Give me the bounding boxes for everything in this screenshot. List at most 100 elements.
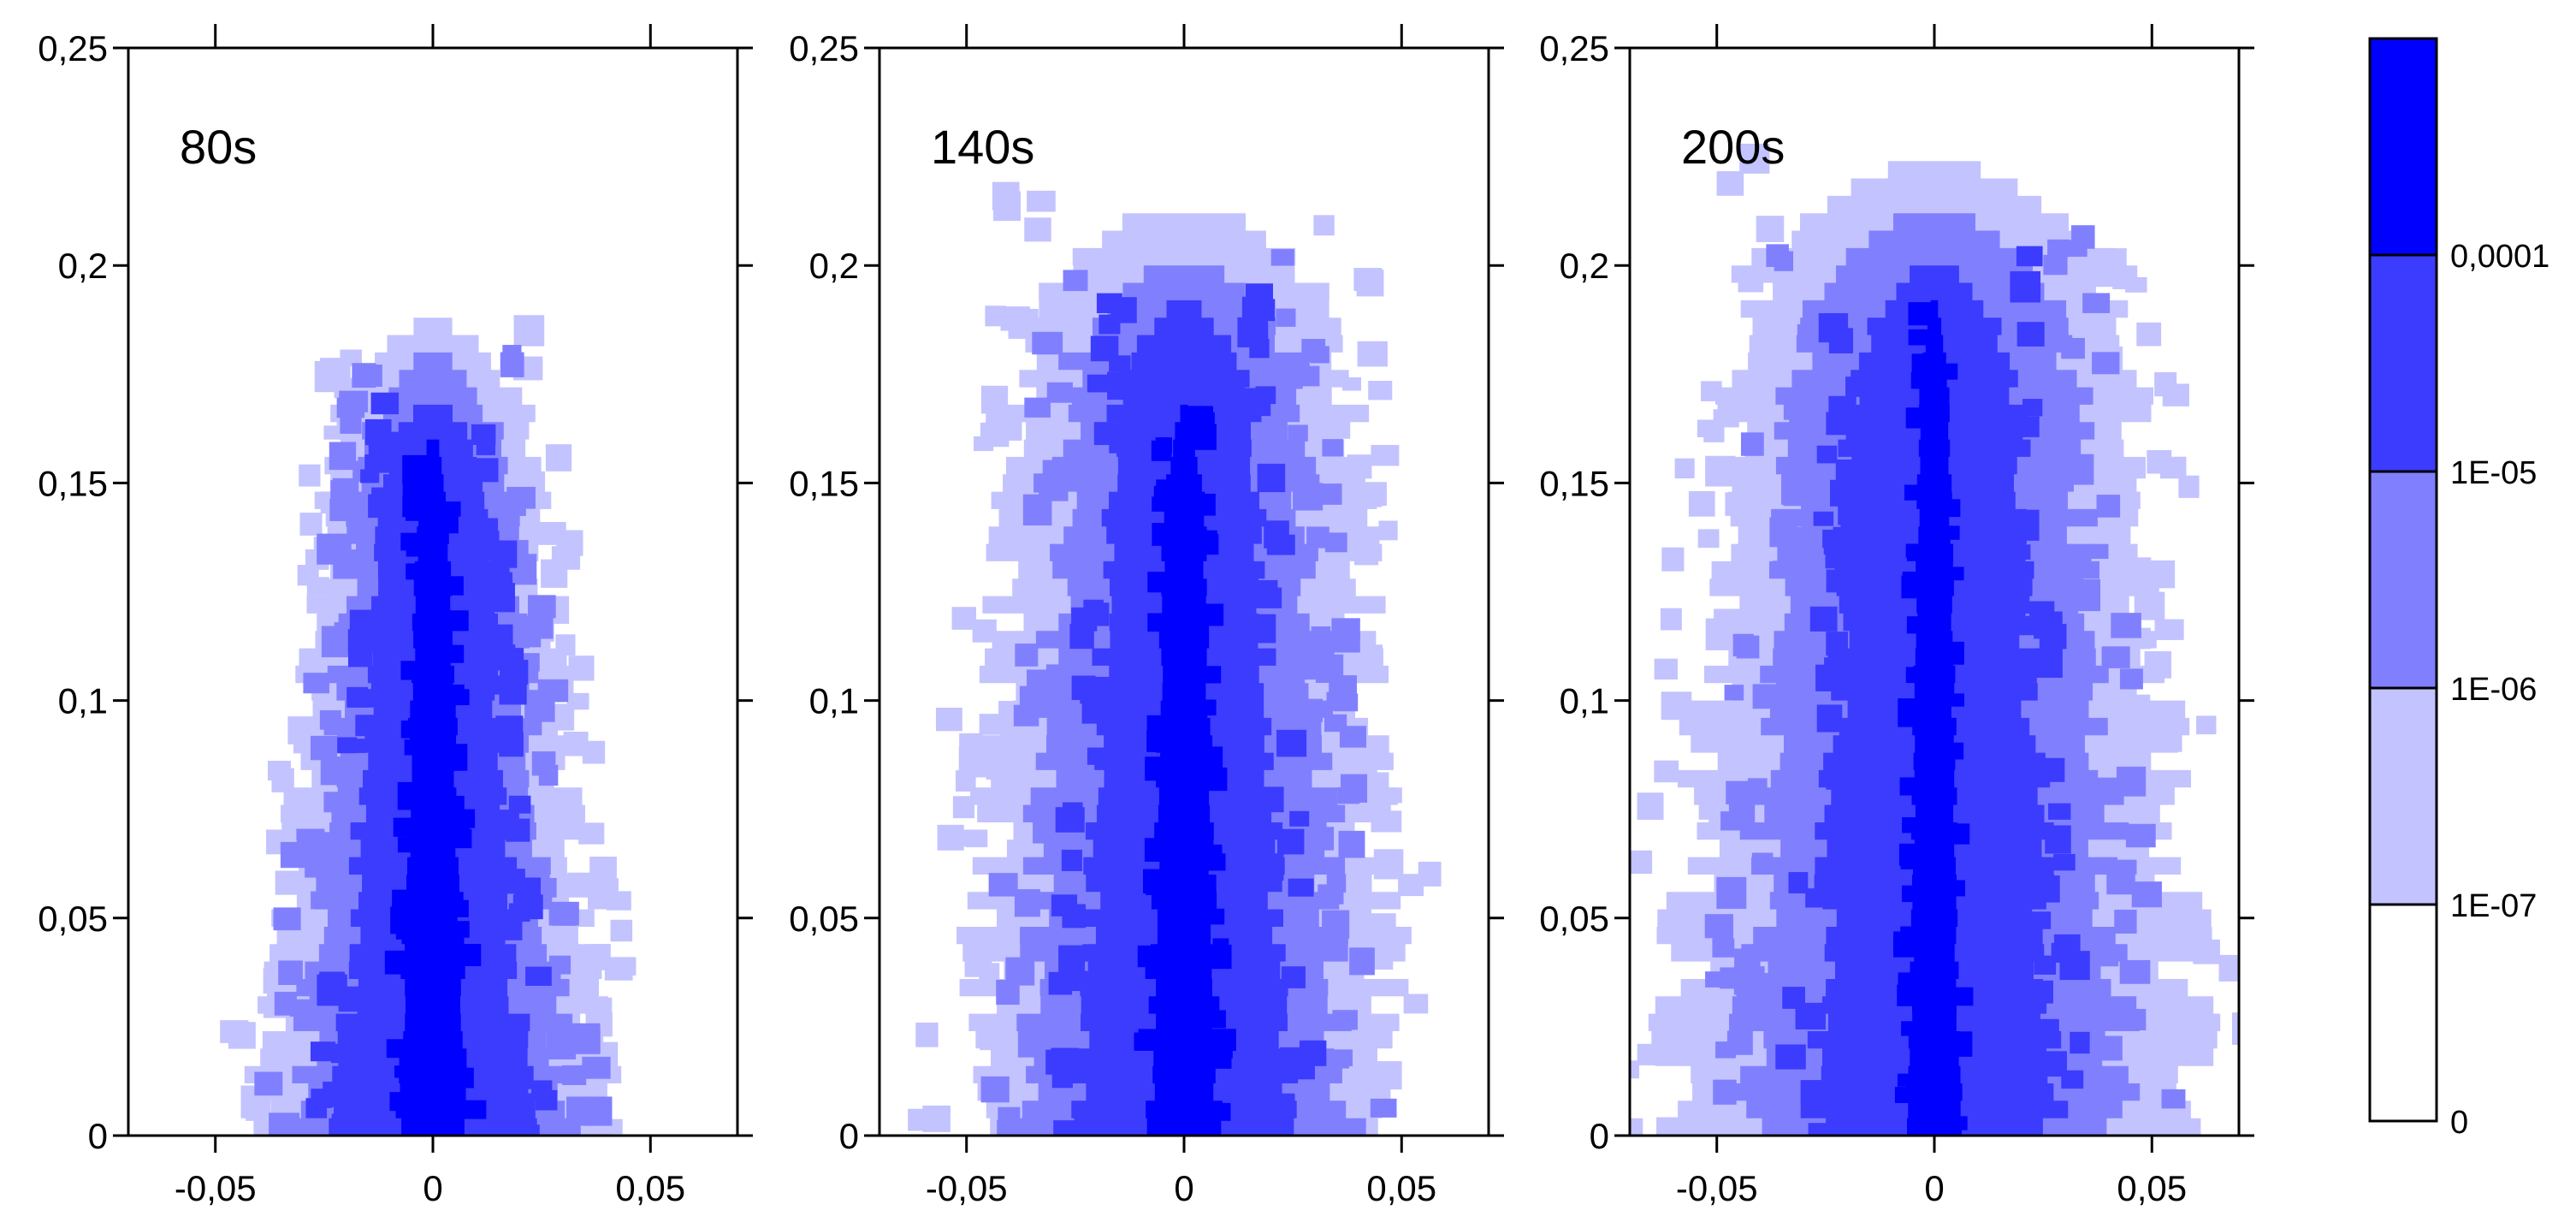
level-block: [2196, 715, 2217, 735]
level-block: [980, 1076, 1010, 1103]
level-block: [1356, 270, 1384, 297]
colorbar-label: 0: [2450, 1105, 2468, 1141]
level-block: [1674, 458, 1695, 479]
level-block: [1276, 729, 1307, 757]
level-block: [1698, 799, 1727, 820]
y-tick-label: 0,15: [789, 463, 859, 503]
level-block: [1146, 729, 1169, 752]
plume-140s: [908, 181, 1442, 1136]
level-block: [1063, 270, 1088, 292]
level-block: [392, 889, 419, 911]
level-block: [1093, 422, 1122, 446]
level-block: [1630, 1060, 1640, 1079]
level-block: [1051, 894, 1078, 917]
level-block: [2092, 352, 2120, 375]
level-block: [1738, 273, 1764, 293]
level-block: [1013, 704, 1039, 727]
level-block: [1001, 418, 1022, 441]
level-block: [489, 624, 513, 648]
level-block: [1339, 726, 1366, 748]
level-block: [1739, 143, 1770, 174]
level-block: [1637, 792, 1664, 820]
level-block: [2119, 668, 2143, 690]
level-block: [2125, 823, 2156, 848]
level-block: [979, 963, 1000, 980]
panel-time-label: 200s: [1681, 120, 1785, 174]
level-block: [349, 689, 375, 708]
level-block: [2048, 803, 2071, 820]
level-block: [1769, 703, 1797, 725]
level-block: [1734, 948, 1761, 972]
level-block: [1322, 910, 1350, 939]
level-block: [952, 796, 975, 819]
level-block: [2095, 946, 2119, 967]
level-block: [1788, 872, 1809, 894]
level-block: [1313, 215, 1335, 236]
level-block: [451, 921, 470, 938]
level-block: [305, 852, 329, 878]
level-block: [988, 873, 1018, 897]
level-block: [556, 530, 583, 556]
level-block: [1376, 1061, 1402, 1090]
level-block: [1145, 756, 1172, 781]
level-block: [589, 857, 617, 884]
level-block: [563, 732, 589, 756]
x-tick-label: -0,05: [1676, 1168, 1758, 1208]
level-block: [1661, 547, 1685, 572]
level-block: [1251, 579, 1278, 608]
panel-time-label: 140s: [931, 120, 1034, 174]
level-block: [506, 818, 530, 842]
level-block: [2136, 322, 2162, 347]
level-block: [1809, 606, 1838, 632]
level-block: [1248, 397, 1271, 417]
level-block: [1338, 830, 1365, 858]
y-tick-label: 0,1: [1560, 681, 1609, 721]
level-0,0001: [1134, 404, 1236, 1136]
level-block: [1026, 669, 1050, 694]
level-block: [397, 836, 419, 853]
level-block: [1829, 479, 1860, 507]
level-block: [578, 822, 605, 845]
level-block: [1199, 752, 1221, 775]
level-block: [1318, 884, 1344, 905]
level-block: [545, 444, 572, 472]
level-block: [1630, 850, 1653, 875]
level-block: [495, 715, 524, 739]
level-block: [485, 561, 510, 579]
level-block: [1904, 484, 1925, 501]
level-block: [1365, 913, 1396, 942]
level-block: [1327, 1053, 1350, 1069]
level-block: [986, 409, 1006, 429]
level-block: [454, 1067, 474, 1089]
level-block: [330, 1043, 358, 1064]
level-block: [339, 390, 369, 412]
level-block: [2038, 1054, 2058, 1071]
level-block: [1247, 614, 1276, 644]
level-block: [2119, 959, 2151, 984]
level-block: [1908, 329, 1928, 346]
level-block: [2231, 1012, 2239, 1045]
level-block: [320, 756, 348, 786]
level-block: [299, 464, 321, 487]
level-block: [1061, 849, 1082, 871]
level-block: [462, 1100, 487, 1119]
x-tick-label: 0,05: [2117, 1168, 2187, 1208]
level-block: [2034, 875, 2060, 903]
level-block: [1838, 503, 1865, 525]
level-block: [406, 563, 429, 580]
level-block: [402, 472, 429, 497]
level-block: [1371, 444, 1400, 466]
level-block: [2010, 570, 2033, 596]
level-block: [1942, 525, 1960, 540]
level-block: [1347, 454, 1372, 479]
level-block: [1354, 546, 1379, 566]
level-block: [2070, 578, 2101, 612]
level-block: [1726, 1030, 1753, 1055]
level-block: [389, 1092, 415, 1112]
level-block: [1032, 331, 1063, 355]
level-block: [441, 744, 468, 771]
level-block: [536, 877, 557, 898]
level-block: [1782, 987, 1805, 1009]
level-block: [1716, 171, 1744, 196]
level-block: [996, 979, 1020, 1006]
